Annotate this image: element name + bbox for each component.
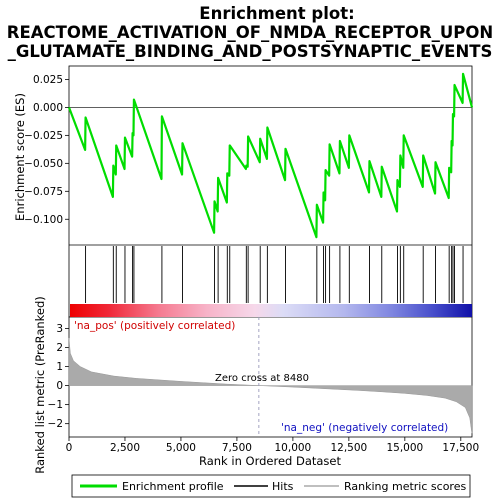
x-tick-label: 5,000	[166, 442, 196, 454]
metric-panel-frame	[68, 316, 473, 438]
es-y-tick-label: −0.075	[24, 186, 63, 198]
x-tick-label: 12,500	[330, 442, 367, 454]
enrichment-profile-path	[67, 72, 474, 239]
es-panel-frame	[68, 65, 473, 318]
legend-item-hits: Hits	[234, 480, 294, 493]
legend-ranking-label: Ranking metric scores	[344, 480, 466, 493]
enrichment-profile-line	[67, 72, 474, 239]
ranking-color-bar	[70, 304, 472, 317]
metric-y-tick-label: −1	[48, 399, 63, 411]
legend-box	[71, 474, 471, 498]
ranking-metric-area	[68, 337, 473, 434]
x-tick-label: 2,500	[110, 442, 140, 454]
title-line-1: Enrichment plot:	[199, 4, 354, 23]
es-y-axis-label: Enrichment score (ES)	[13, 93, 27, 221]
x-axis-label: Rank in Ordered Dataset	[199, 454, 342, 468]
es-y-ticks: −0.100 −0.075 −0.050 −0.025 0.000 0.025	[24, 74, 69, 226]
x-tick-label: 0	[66, 442, 73, 454]
es-y-tick-label: −0.100	[24, 214, 63, 226]
metric-y-tick-label: −2	[48, 418, 63, 430]
x-tick-label: 7,500	[222, 442, 252, 454]
metric-y-tick-label: 2	[56, 342, 63, 354]
legend-item-enrichment: Enrichment profile	[80, 480, 224, 493]
zero-cross-label: Zero cross at 8480	[215, 373, 309, 384]
x-tick-label: 15,000	[386, 442, 423, 454]
metric-y-axis-label: Ranked list metric (PreRanked)	[33, 296, 47, 474]
legend-item-ranking: Ranking metric scores	[304, 480, 466, 493]
title-line-2: REACTOME_ACTIVATION_OF_NMDA_RECEPTOR_UPO…	[7, 23, 493, 42]
neg-correlated-label: 'na_neg' (negatively correlated)	[281, 422, 448, 434]
legend-hits-label: Hits	[272, 480, 294, 493]
x-ticks: 0 2,500 5,000 7,500 10,000 12,500 15,000 17,500	[66, 437, 479, 454]
ranking-metric-fill	[68, 337, 473, 434]
metric-y-tick-label: 1	[56, 361, 63, 373]
metric-y-tick-label: 0	[56, 380, 63, 392]
hits-markers	[85, 246, 464, 303]
pos-correlated-label: 'na_pos' (positively correlated)	[74, 320, 235, 332]
es-y-tick-label: −0.025	[24, 130, 63, 142]
es-y-tick-label: −0.050	[24, 158, 63, 170]
metric-y-ticks: −2 −1 0 1 2 3	[48, 323, 69, 430]
legend-enrichment-label: Enrichment profile	[122, 480, 224, 493]
es-y-tick-label: 0.025	[33, 74, 63, 86]
x-tick-label: 17,500	[442, 442, 479, 454]
metric-y-tick-label: 3	[56, 323, 63, 335]
es-y-tick-label: 0.000	[33, 102, 63, 114]
title-line-3: _GLUTAMATE_BINDING_AND_POSTSYNAPTIC_EVEN…	[8, 42, 493, 61]
x-tick-label: 10,000	[275, 442, 312, 454]
